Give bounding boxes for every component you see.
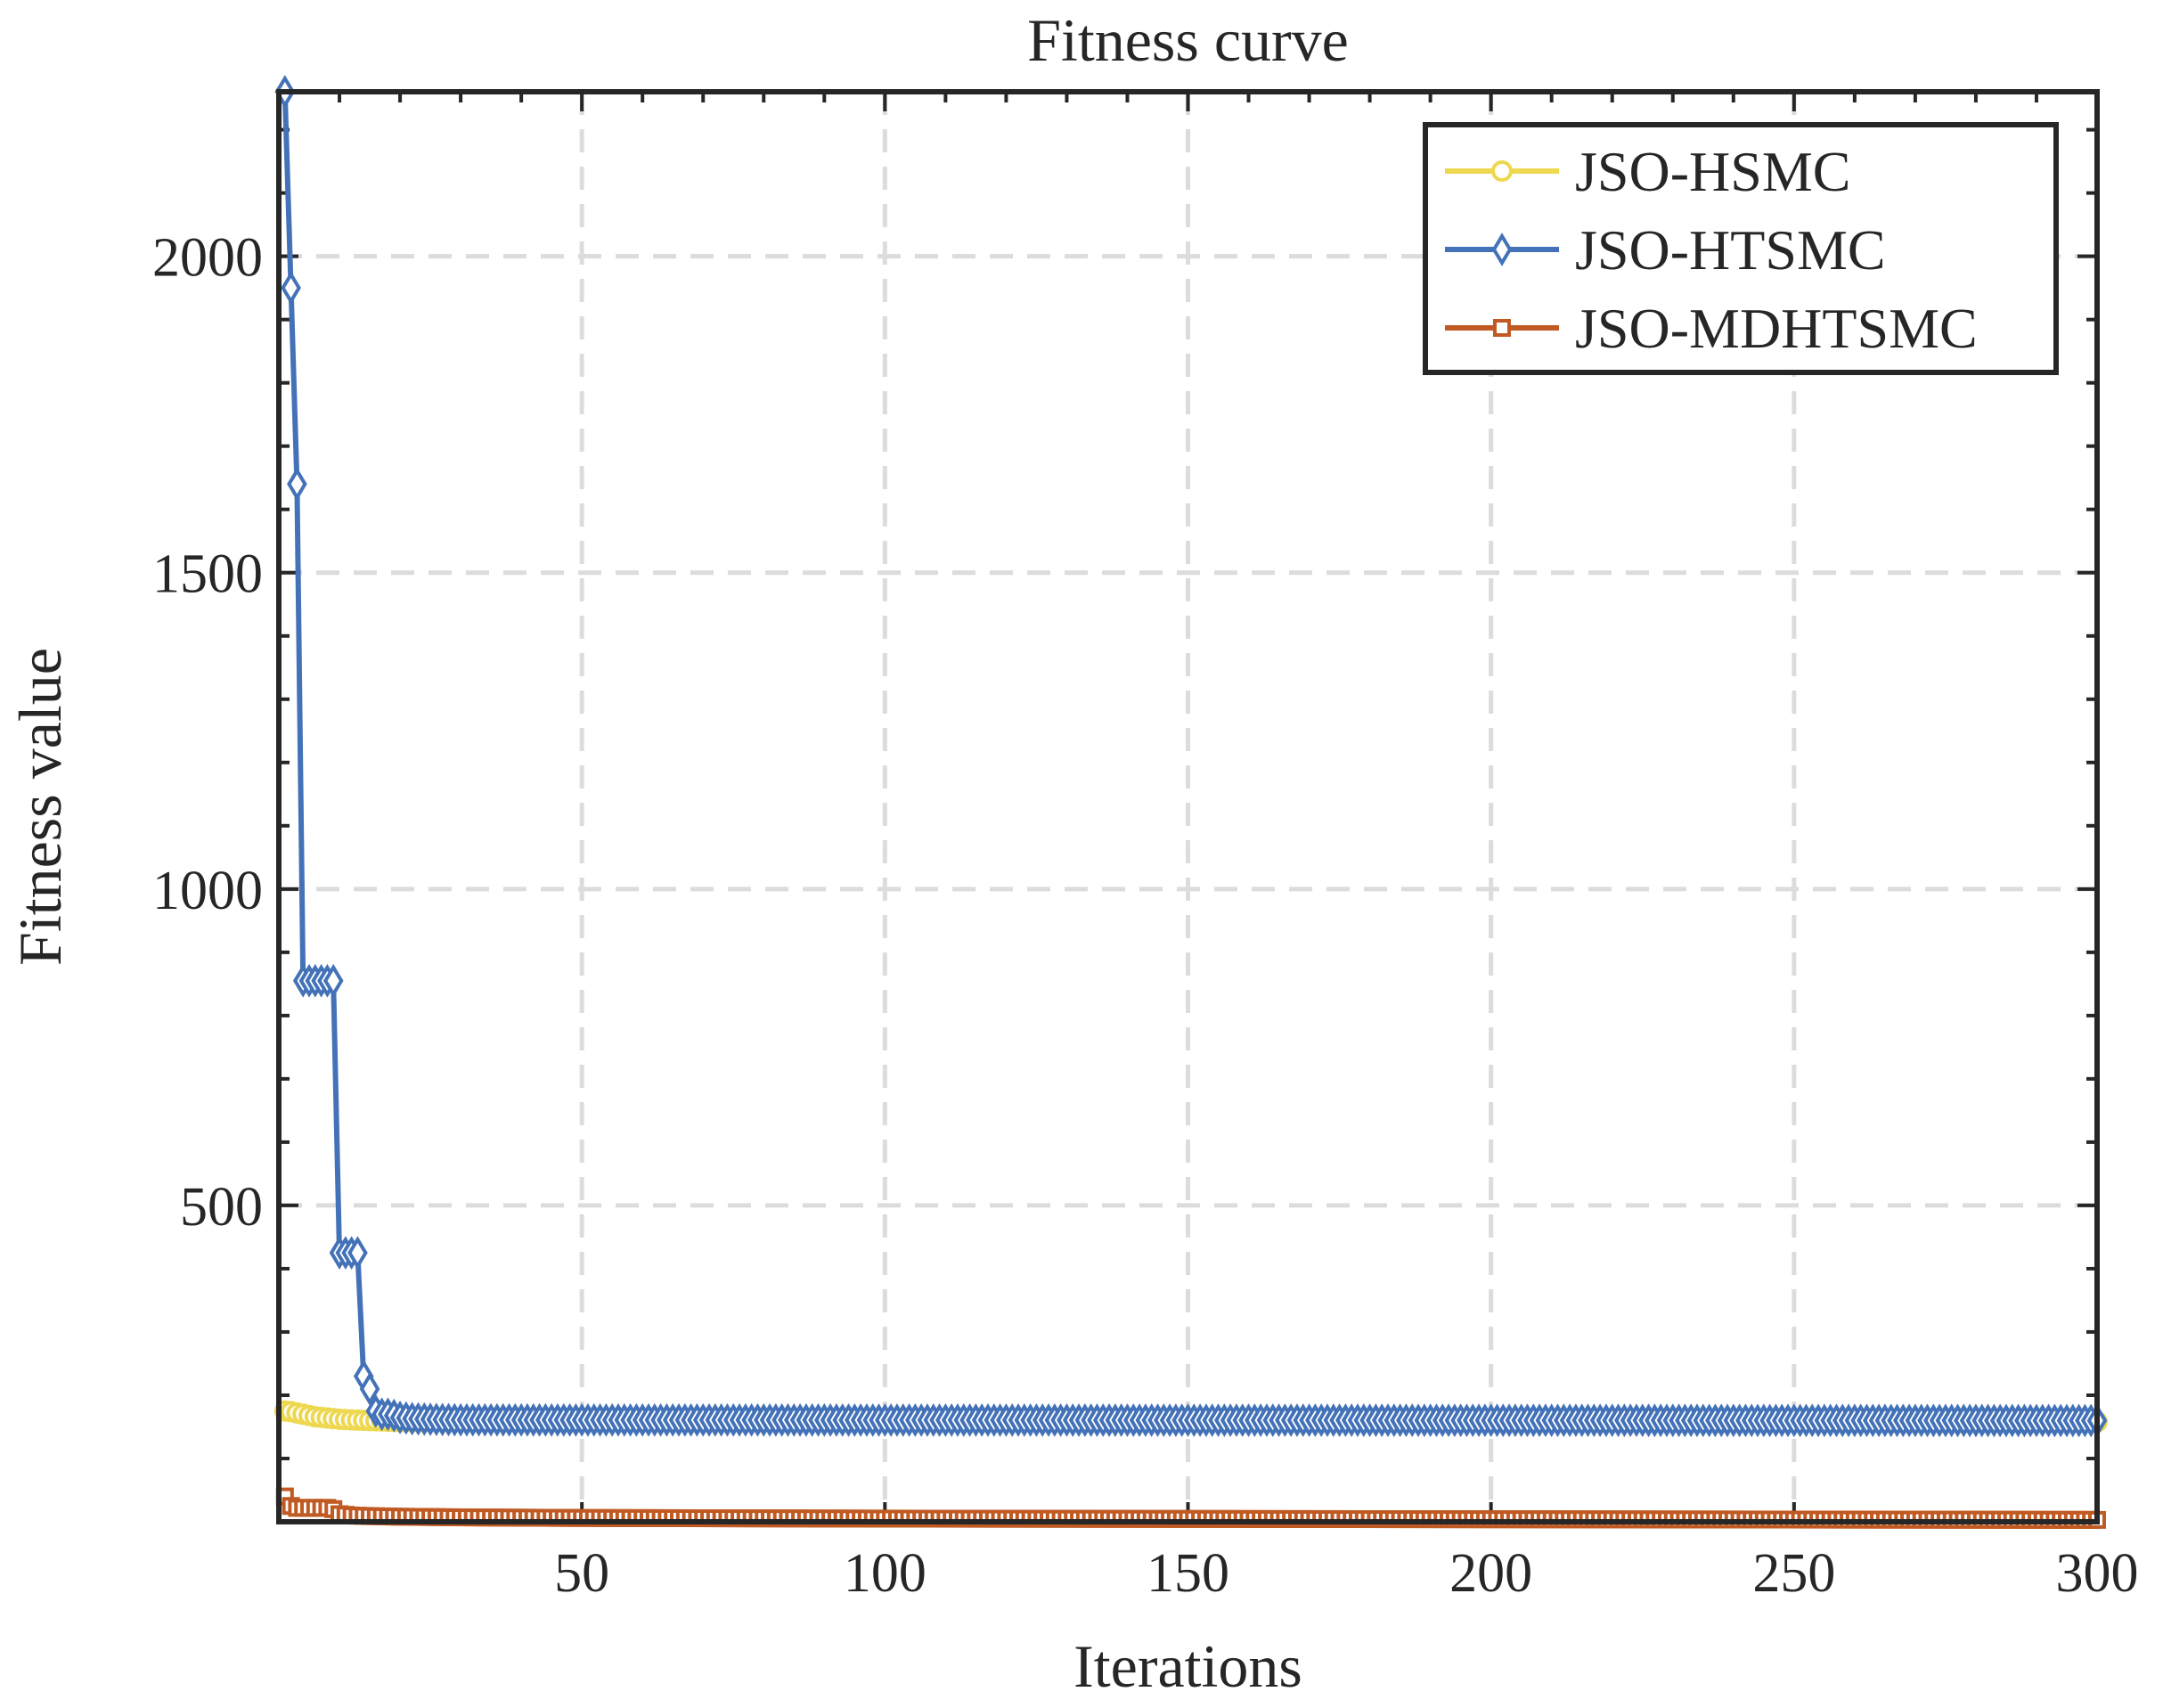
data-point bbox=[359, 1371, 380, 1406]
plot-area-frame bbox=[276, 89, 2100, 1524]
legend-entry-htsmc: JSO-HTSMC bbox=[1445, 218, 1886, 282]
legend-entry-mdhtsmc: JSO-MDHTSMC bbox=[1445, 297, 1978, 360]
legend-entry-hsmc: JSO-HSMC bbox=[1445, 140, 1850, 203]
x-tick-label: 50 bbox=[554, 1543, 609, 1604]
legend-marker bbox=[1491, 160, 1513, 182]
y-tick-label: 2000 bbox=[152, 228, 263, 289]
legend-swatch-marker bbox=[1493, 319, 1511, 337]
data-point bbox=[287, 467, 307, 502]
legend-swatch-marker bbox=[1491, 160, 1513, 182]
legend-label: JSO-MDHTSMC bbox=[1575, 297, 1978, 360]
y-tick-label: 500 bbox=[180, 1177, 263, 1238]
legend-marker bbox=[1491, 233, 1513, 266]
legend-label: JSO-HSMC bbox=[1575, 140, 1850, 203]
x-tick-label: 100 bbox=[844, 1543, 926, 1604]
x-tick-label: 200 bbox=[1449, 1543, 1532, 1604]
x-tick-label: 250 bbox=[1752, 1543, 1835, 1604]
x-axis-label: Iterations bbox=[1073, 1632, 1302, 1700]
x-tick-label: 300 bbox=[2056, 1543, 2139, 1604]
chart-title: Fitness curve bbox=[1027, 6, 1349, 74]
x-tick-label: 150 bbox=[1147, 1543, 1229, 1604]
legend: JSO-HSMC JSO-HTSMC JSO-MDHTSMC bbox=[1423, 122, 2059, 375]
y-tick-label: 1500 bbox=[152, 544, 263, 605]
y-axis-label: Fitness value bbox=[6, 648, 74, 966]
tick-labels: 50 100 150 200 250 300 500 1000 1500 2000 bbox=[152, 228, 2139, 1604]
data-point bbox=[322, 963, 344, 998]
legend-marker bbox=[1493, 319, 1511, 337]
legend-label: JSO-HTSMC bbox=[1575, 218, 1886, 282]
series-jso-htsmc bbox=[274, 75, 2108, 1438]
data-point bbox=[281, 271, 301, 306]
data-point bbox=[347, 1236, 368, 1271]
y-tick-label: 1000 bbox=[152, 861, 263, 921]
legend-swatch-marker bbox=[1491, 233, 1513, 266]
